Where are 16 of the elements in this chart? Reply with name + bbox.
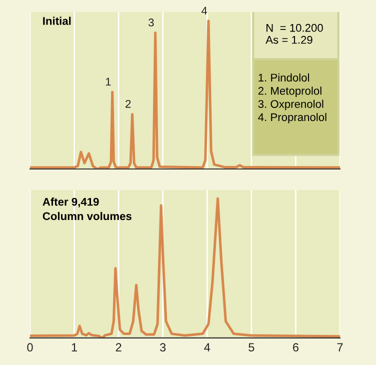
annotation: 2	[126, 100, 131, 108]
x-tick-label: 3	[160, 343, 166, 352]
annotation: N = 10.200 As = 1.29	[266, 24, 323, 44]
annotation: 1	[106, 78, 111, 86]
annotation: After 9,419 Column volumes	[42, 198, 132, 220]
x-tick-label: 0	[27, 343, 33, 352]
annotation: 3	[148, 18, 154, 26]
x-tick-label: 1	[72, 343, 77, 352]
annotation: 4	[201, 6, 208, 14]
annotation: Initial	[43, 16, 71, 25]
x-tick-label: 6	[293, 343, 298, 352]
x-tick-label: 2	[116, 343, 122, 352]
annotation: 1. Pindolol 2. Metoprolol 3. Oxprenolol 4. Propranolol	[258, 73, 326, 124]
x-tick-label: 5	[248, 343, 254, 352]
x-tick-label: 4	[204, 343, 210, 352]
x-tick-label: 7	[337, 343, 343, 352]
